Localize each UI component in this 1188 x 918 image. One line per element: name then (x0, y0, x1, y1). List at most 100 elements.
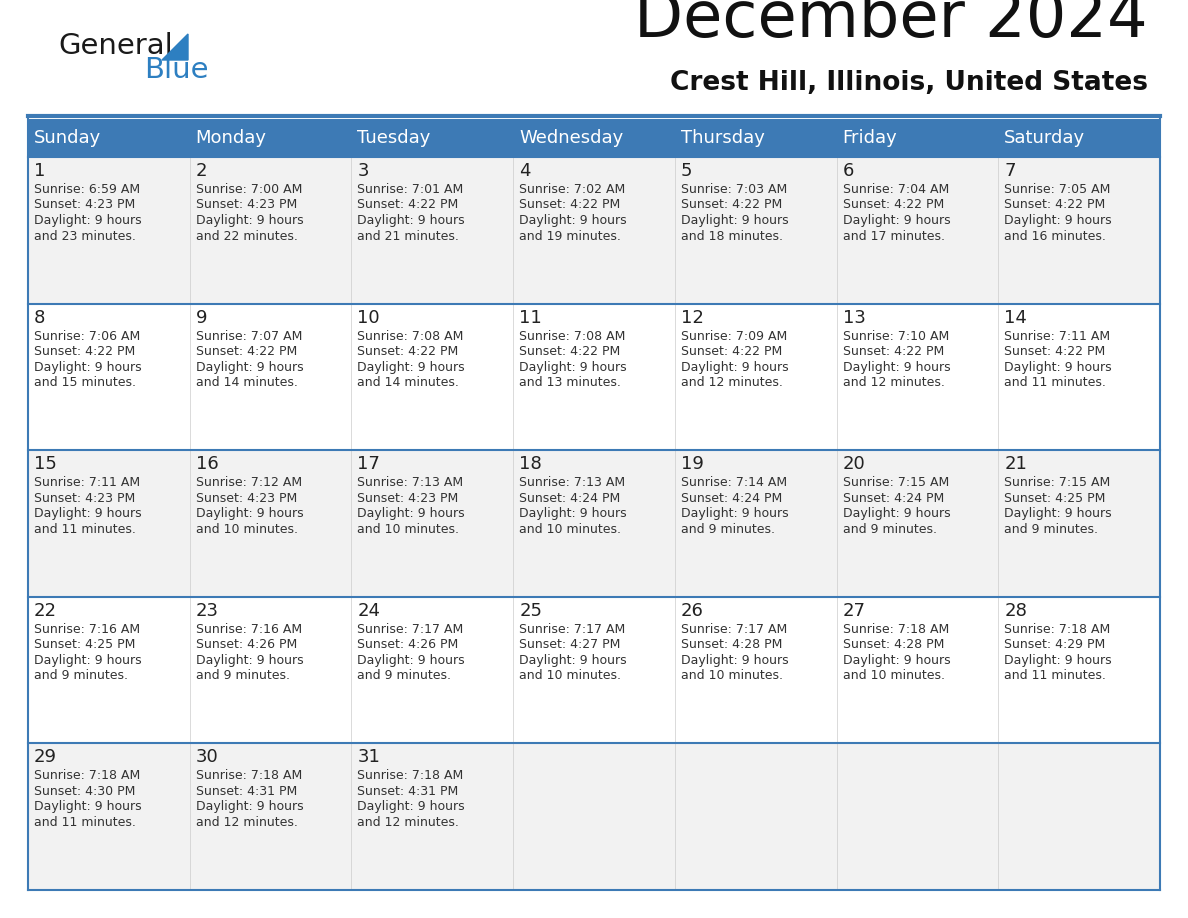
Text: Sunrise: 7:18 AM: Sunrise: 7:18 AM (196, 769, 302, 782)
Bar (29, 597, 1159, 744)
Text: and 9 minutes.: and 9 minutes. (842, 522, 936, 536)
Text: Sunrise: 7:16 AM: Sunrise: 7:16 AM (196, 622, 302, 636)
Text: Sunset: 4:26 PM: Sunset: 4:26 PM (196, 638, 297, 651)
Text: Friday: Friday (842, 129, 897, 147)
Text: 11: 11 (519, 308, 542, 327)
Text: 27: 27 (842, 602, 866, 620)
Text: and 14 minutes.: and 14 minutes. (196, 376, 297, 389)
Text: Sunrise: 7:03 AM: Sunrise: 7:03 AM (681, 183, 788, 196)
Bar (29, 157, 1159, 304)
Text: Tuesday: Tuesday (358, 129, 431, 147)
Text: 29: 29 (34, 748, 57, 767)
Text: Crest Hill, Illinois, United States: Crest Hill, Illinois, United States (670, 70, 1148, 96)
Text: and 12 minutes.: and 12 minutes. (196, 816, 297, 829)
Text: 4: 4 (519, 162, 531, 180)
Text: and 22 minutes.: and 22 minutes. (196, 230, 297, 242)
Text: Sunset: 4:29 PM: Sunset: 4:29 PM (1004, 638, 1106, 651)
Text: Sunset: 4:24 PM: Sunset: 4:24 PM (681, 492, 782, 505)
Text: Daylight: 9 hours: Daylight: 9 hours (196, 361, 303, 374)
Text: Sunset: 4:22 PM: Sunset: 4:22 PM (519, 345, 620, 358)
Text: and 11 minutes.: and 11 minutes. (34, 816, 135, 829)
Text: Sunset: 4:30 PM: Sunset: 4:30 PM (34, 785, 135, 798)
Text: and 9 minutes.: and 9 minutes. (358, 669, 451, 682)
Text: and 10 minutes.: and 10 minutes. (519, 669, 621, 682)
Text: Sunrise: 7:17 AM: Sunrise: 7:17 AM (681, 622, 788, 636)
Text: Sunrise: 7:05 AM: Sunrise: 7:05 AM (1004, 183, 1111, 196)
Text: Sunrise: 7:18 AM: Sunrise: 7:18 AM (842, 622, 949, 636)
Text: Daylight: 9 hours: Daylight: 9 hours (358, 508, 465, 521)
Text: Daylight: 9 hours: Daylight: 9 hours (681, 361, 789, 374)
Text: Daylight: 9 hours: Daylight: 9 hours (1004, 361, 1112, 374)
Text: Sunday: Sunday (34, 129, 101, 147)
Text: and 10 minutes.: and 10 minutes. (196, 522, 298, 536)
Text: and 10 minutes.: and 10 minutes. (358, 522, 460, 536)
Text: and 13 minutes.: and 13 minutes. (519, 376, 621, 389)
Text: Sunset: 4:22 PM: Sunset: 4:22 PM (681, 345, 782, 358)
Text: Daylight: 9 hours: Daylight: 9 hours (681, 654, 789, 666)
Text: Sunrise: 7:01 AM: Sunrise: 7:01 AM (358, 183, 463, 196)
Text: Sunrise: 7:02 AM: Sunrise: 7:02 AM (519, 183, 625, 196)
Text: Sunset: 4:28 PM: Sunset: 4:28 PM (681, 638, 782, 651)
Text: 3: 3 (358, 162, 369, 180)
Text: Daylight: 9 hours: Daylight: 9 hours (34, 361, 141, 374)
Text: Sunrise: 7:06 AM: Sunrise: 7:06 AM (34, 330, 140, 342)
Text: Sunrise: 7:10 AM: Sunrise: 7:10 AM (842, 330, 949, 342)
Text: General: General (58, 32, 172, 60)
Polygon shape (162, 34, 188, 60)
Text: Daylight: 9 hours: Daylight: 9 hours (34, 214, 141, 227)
Text: 12: 12 (681, 308, 703, 327)
Text: Sunrise: 7:13 AM: Sunrise: 7:13 AM (519, 476, 625, 489)
Text: Sunset: 4:28 PM: Sunset: 4:28 PM (842, 638, 944, 651)
Text: 19: 19 (681, 455, 703, 473)
Text: 31: 31 (358, 748, 380, 767)
Text: Daylight: 9 hours: Daylight: 9 hours (681, 508, 789, 521)
Text: 13: 13 (842, 308, 865, 327)
Text: Thursday: Thursday (681, 129, 765, 147)
Text: and 9 minutes.: and 9 minutes. (681, 522, 775, 536)
Bar (29, 450, 1159, 597)
Text: Sunrise: 7:13 AM: Sunrise: 7:13 AM (358, 476, 463, 489)
Text: and 11 minutes.: and 11 minutes. (34, 522, 135, 536)
Text: Saturday: Saturday (1004, 129, 1086, 147)
Text: Daylight: 9 hours: Daylight: 9 hours (1004, 214, 1112, 227)
Text: 10: 10 (358, 308, 380, 327)
Text: Sunrise: 7:18 AM: Sunrise: 7:18 AM (34, 769, 140, 782)
Text: Sunset: 4:23 PM: Sunset: 4:23 PM (358, 492, 459, 505)
Text: 22: 22 (34, 602, 57, 620)
Text: Sunrise: 7:07 AM: Sunrise: 7:07 AM (196, 330, 302, 342)
Text: and 10 minutes.: and 10 minutes. (842, 669, 944, 682)
Text: and 14 minutes.: and 14 minutes. (358, 376, 460, 389)
Text: Sunset: 4:31 PM: Sunset: 4:31 PM (196, 785, 297, 798)
Text: 21: 21 (1004, 455, 1028, 473)
Text: 20: 20 (842, 455, 865, 473)
Text: Sunrise: 7:09 AM: Sunrise: 7:09 AM (681, 330, 788, 342)
Text: Sunrise: 7:12 AM: Sunrise: 7:12 AM (196, 476, 302, 489)
Text: 24: 24 (358, 602, 380, 620)
Text: Sunrise: 7:18 AM: Sunrise: 7:18 AM (358, 769, 463, 782)
Text: and 17 minutes.: and 17 minutes. (842, 230, 944, 242)
Text: Daylight: 9 hours: Daylight: 9 hours (1004, 654, 1112, 666)
Text: December 2024: December 2024 (634, 0, 1148, 50)
Text: Sunset: 4:23 PM: Sunset: 4:23 PM (34, 492, 135, 505)
Text: 26: 26 (681, 602, 703, 620)
Text: 17: 17 (358, 455, 380, 473)
Text: and 11 minutes.: and 11 minutes. (1004, 376, 1106, 389)
Text: and 10 minutes.: and 10 minutes. (681, 669, 783, 682)
Text: and 9 minutes.: and 9 minutes. (196, 669, 290, 682)
Text: Daylight: 9 hours: Daylight: 9 hours (358, 214, 465, 227)
Text: and 9 minutes.: and 9 minutes. (34, 669, 128, 682)
Text: Sunrise: 7:14 AM: Sunrise: 7:14 AM (681, 476, 786, 489)
Text: Sunset: 4:22 PM: Sunset: 4:22 PM (681, 198, 782, 211)
Text: 5: 5 (681, 162, 693, 180)
Text: Daylight: 9 hours: Daylight: 9 hours (519, 214, 627, 227)
Text: 16: 16 (196, 455, 219, 473)
Text: and 18 minutes.: and 18 minutes. (681, 230, 783, 242)
Text: Daylight: 9 hours: Daylight: 9 hours (196, 508, 303, 521)
Text: 25: 25 (519, 602, 542, 620)
Text: Sunrise: 7:11 AM: Sunrise: 7:11 AM (1004, 330, 1111, 342)
Text: Sunset: 4:23 PM: Sunset: 4:23 PM (196, 492, 297, 505)
Text: 15: 15 (34, 455, 57, 473)
Text: 2: 2 (196, 162, 207, 180)
Text: Sunrise: 7:11 AM: Sunrise: 7:11 AM (34, 476, 140, 489)
Text: Daylight: 9 hours: Daylight: 9 hours (34, 654, 141, 666)
